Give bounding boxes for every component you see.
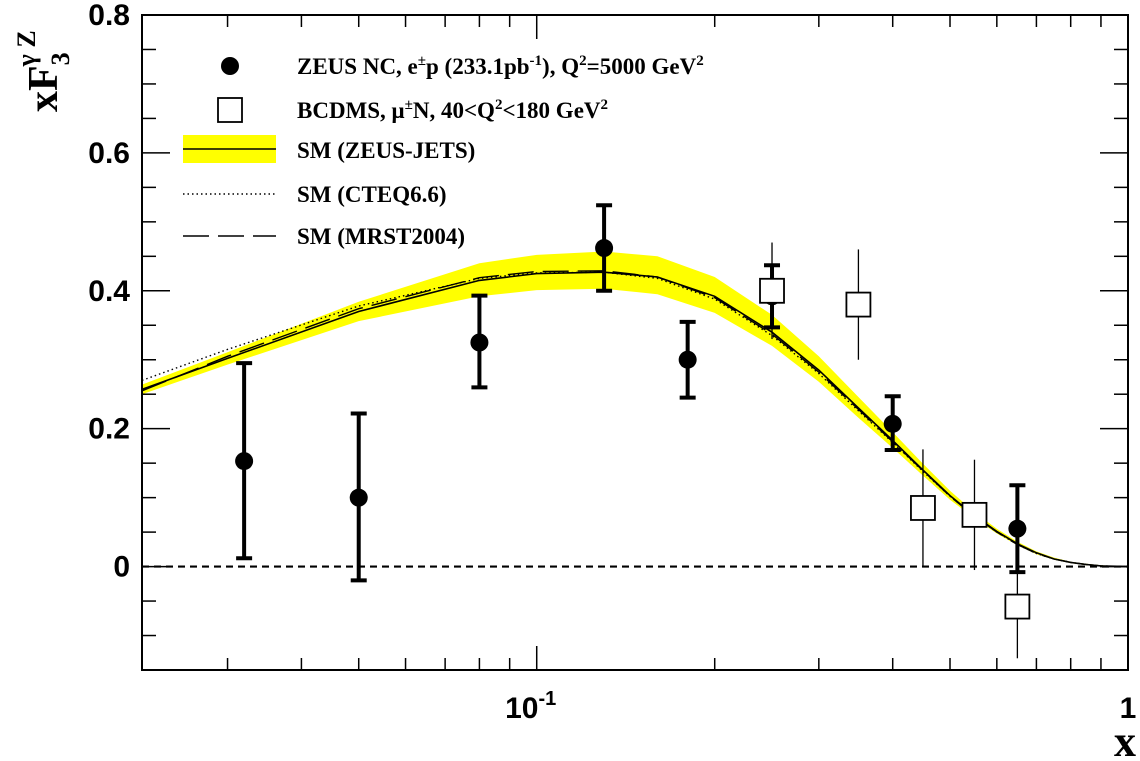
zeus-nc-point (235, 452, 254, 471)
bcdms-point (961, 501, 988, 528)
frame-layer (141, 14, 1129, 671)
zeus-nc-point (883, 414, 902, 433)
x-tick-label: 1 (1120, 692, 1137, 725)
bcdms-point (845, 291, 872, 318)
tick-layer (142, 14, 1129, 671)
y-tick-label: 0.2 (88, 413, 130, 446)
plot-frame (141, 14, 1129, 671)
zeus-nc-point (1008, 519, 1027, 538)
legend: ZEUS NC, e±​p (233.1pb-1​), Q2​=5000 GeV… (183, 53, 704, 249)
y-tick-label: 0.6 (88, 137, 130, 170)
point-layer (235, 203, 1031, 659)
legend-marker-bcdms (217, 97, 243, 123)
bcdms-point (1004, 593, 1031, 620)
bcdms-point (759, 277, 785, 304)
y-axis-title: xF3γ Z (12, 30, 75, 112)
legend-label-sm-cteq6-6: SM (CTEQ6.6) (297, 182, 447, 207)
y-tick-label: 0.8 (88, 0, 130, 32)
zeus-nc-point (678, 350, 697, 369)
legend-label-sm-zeus-jets: SM (ZEUS-JETS) (297, 138, 475, 163)
y-tick-label: 0.4 (88, 275, 130, 308)
zeus-nc-point (470, 333, 489, 352)
legend-marker-zeus (221, 57, 239, 75)
zeus-nc-point (349, 488, 368, 507)
legend-label-bcdms-n-40-q-180-gev: BCDMS, μ±​N, 40<Q2​<180 GeV2​ (297, 97, 608, 123)
zeus-nc-point (595, 239, 614, 258)
legend-label-zeus-nc-e-p-233-1pb-q-5000-gev: ZEUS NC, e±​p (233.1pb-1​), Q2​=5000 GeV… (297, 53, 704, 79)
legend-label-sm-mrst2004: SM (MRST2004) (297, 224, 465, 249)
tick-label-layer: 0 0.2 0.4 0.6 0.8 10-1 1 (88, 0, 1136, 725)
bcdms-point (910, 495, 936, 521)
axis-title-layer: x xF3γ Z (12, 30, 1136, 761)
y-tick-label: 0 (113, 551, 130, 584)
x-tick-label: 10-1 (505, 688, 556, 725)
x-axis-title: x (1114, 717, 1136, 761)
